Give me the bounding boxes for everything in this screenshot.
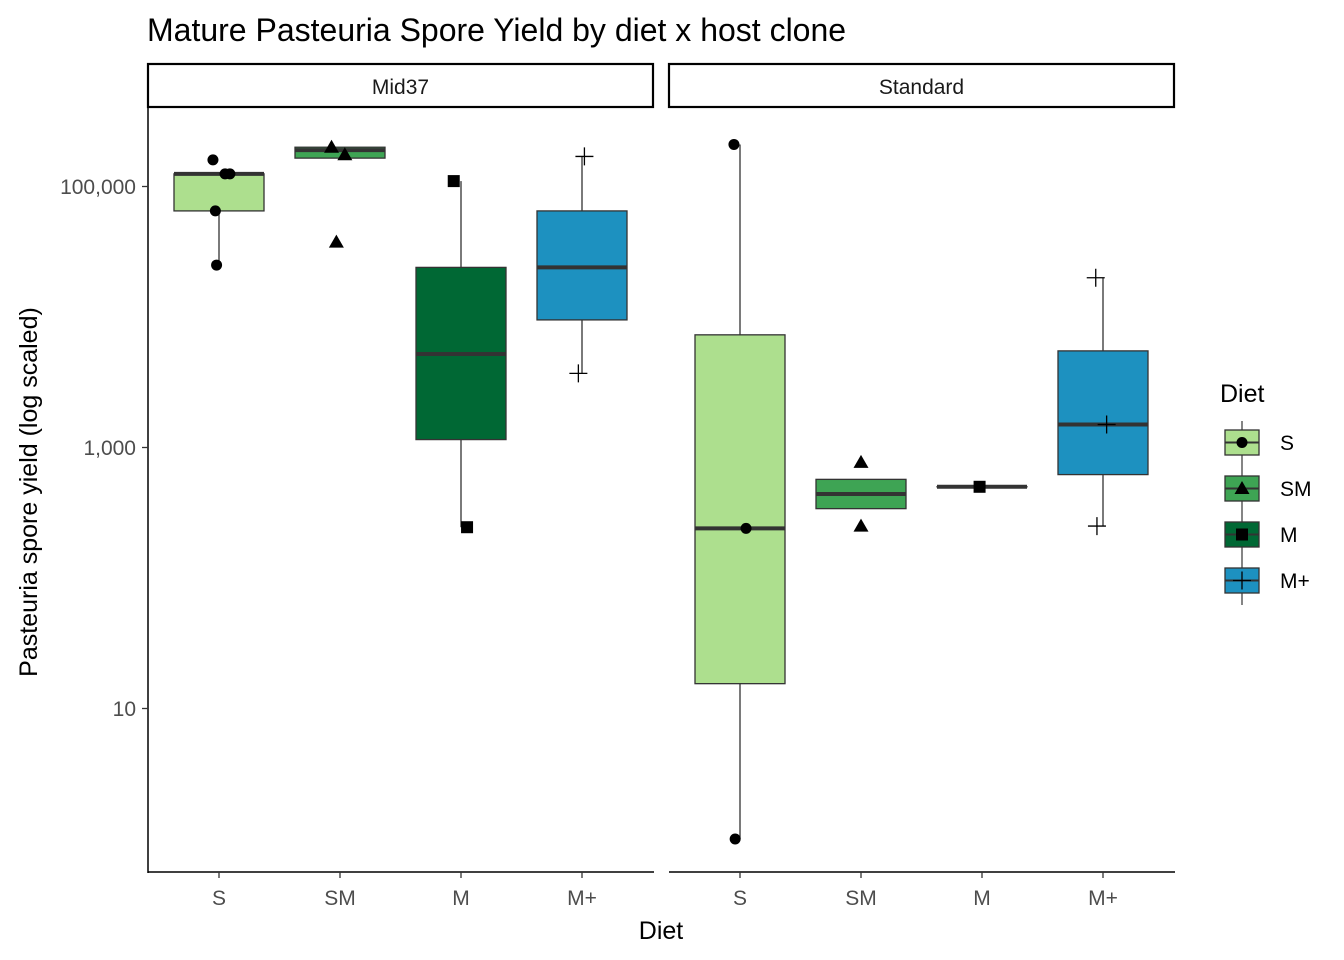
- data-point: [728, 138, 740, 150]
- legend-label: SM: [1280, 478, 1312, 501]
- x-tick-label: S: [212, 887, 226, 910]
- x-tick-label: M+: [1088, 887, 1118, 910]
- box-m: [936, 480, 1028, 493]
- box-s: [173, 154, 265, 271]
- x-tick-label: M+: [567, 887, 597, 910]
- legend-item-sm: SM: [1224, 467, 1312, 513]
- box-sm: [294, 139, 386, 248]
- x-tick-label: SM: [845, 887, 877, 910]
- box-m-plus: [1057, 268, 1149, 536]
- legend-item-s: S: [1224, 421, 1294, 467]
- legend-label: S: [1280, 432, 1294, 455]
- legend-item-m: M: [1224, 513, 1298, 559]
- legend-label: M: [1280, 524, 1298, 547]
- legend-key-plus-icon: [1233, 571, 1251, 590]
- facet-strip-label: Mid37: [372, 76, 429, 99]
- data-point: [853, 518, 869, 532]
- data-point: [1097, 415, 1116, 434]
- facet-strip-label: Standard: [879, 76, 964, 99]
- box-m-plus: [536, 147, 628, 383]
- facet-panels: Mid37 10 1,000 100,000 S SM M M+ Standard S SM M M+: [60, 62, 1176, 910]
- data-point: [224, 168, 236, 180]
- panel-standard: Standard S SM M M+: [667, 62, 1176, 910]
- box-s: [694, 138, 786, 845]
- legend: Diet S SM M M+: [1220, 380, 1312, 605]
- data-point: [207, 154, 219, 166]
- facet-strip: [667, 62, 1176, 109]
- y-tick-label: 1,000: [83, 437, 136, 460]
- y-tick-label: 10: [113, 698, 136, 721]
- data-point: [461, 521, 474, 534]
- y-tick-label: 100,000: [60, 176, 136, 199]
- box-body: [1057, 350, 1149, 476]
- legend-key-circle-icon: [1236, 437, 1248, 448]
- data-point: [447, 175, 460, 188]
- x-tick-label: M: [973, 887, 991, 910]
- data-point: [1086, 268, 1105, 287]
- data-point: [211, 259, 223, 271]
- legend-item-m-plus: M+: [1224, 559, 1310, 605]
- chart-title: Mature Pasteuria Spore Yield by diet x h…: [147, 12, 846, 48]
- data-point: [1087, 517, 1106, 536]
- box-body: [694, 334, 786, 685]
- box-m: [415, 175, 507, 534]
- x-tick-label: M: [452, 887, 470, 910]
- box-sm: [815, 454, 907, 532]
- box-body: [173, 173, 265, 212]
- data-point: [853, 454, 869, 468]
- legend-key-square-icon: [1236, 528, 1248, 541]
- legend-title: Diet: [1220, 380, 1265, 408]
- data-point: [575, 147, 594, 166]
- data-point: [740, 522, 752, 534]
- panel-mid37: Mid37 10 1,000 100,000 S SM M M+: [60, 62, 655, 910]
- data-point: [337, 147, 353, 161]
- y-axis-title: Pasteuria spore yield (log scaled): [15, 307, 43, 677]
- data-point: [328, 234, 344, 248]
- data-point: [569, 364, 588, 383]
- legend-key-triangle-icon: [1234, 481, 1250, 494]
- data-point: [324, 139, 340, 153]
- data-point: [729, 833, 741, 845]
- x-tick-label: SM: [324, 887, 356, 910]
- data-point: [973, 480, 986, 493]
- x-tick-label: S: [733, 887, 747, 910]
- data-point: [209, 205, 221, 217]
- facet-strip: [146, 62, 655, 109]
- legend-label: M+: [1280, 570, 1310, 593]
- x-axis-title: Diet: [639, 917, 684, 945]
